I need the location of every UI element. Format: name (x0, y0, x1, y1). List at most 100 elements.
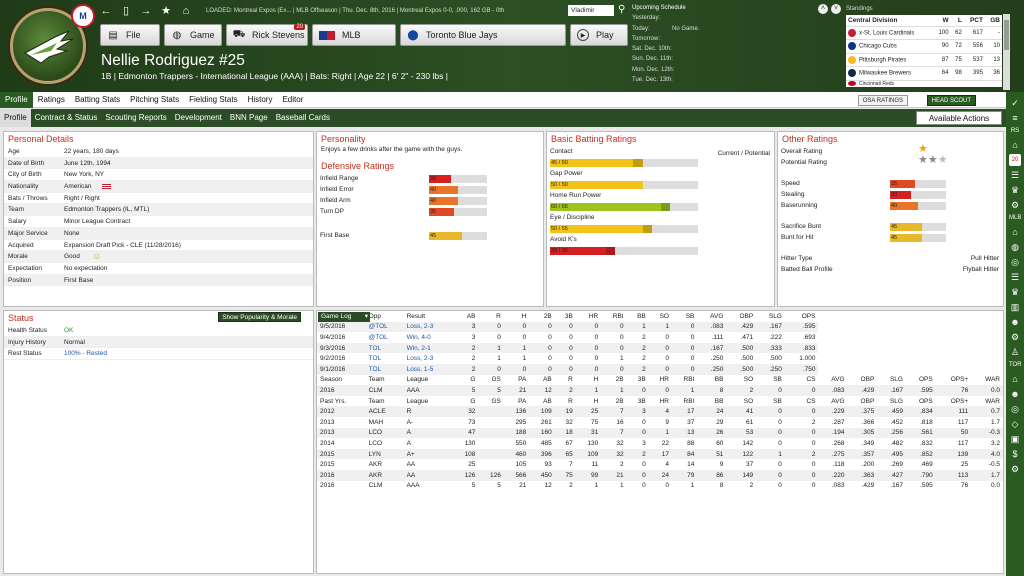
home-icon[interactable]: ⌂ (1012, 226, 1018, 237)
column-header[interactable]: 3B (637, 397, 646, 405)
target-icon[interactable]: ◎ (1011, 403, 1019, 414)
column-header[interactable]: GS (491, 397, 501, 405)
column-header[interactable]: SO (743, 397, 754, 405)
column-header[interactable]: AB (466, 312, 476, 320)
detail-value[interactable]: American (64, 183, 92, 191)
people-icon[interactable]: ☻ (1010, 316, 1020, 327)
bag-icon[interactable]: ▣ (1010, 433, 1020, 444)
list-icon[interactable]: ☰ (1010, 169, 1020, 180)
subtab-baseball-cards[interactable]: Baseball Cards (275, 113, 330, 122)
home-icon[interactable]: ⌂ (182, 5, 190, 17)
column-header[interactable]: R (496, 312, 501, 320)
table-cell[interactable]: TOL (365, 342, 404, 354)
file-button[interactable]: ▤ File (100, 24, 160, 46)
column-header[interactable]: SO (659, 312, 669, 320)
play-button[interactable]: ▶ Play (570, 24, 628, 46)
column-header[interactable]: SB (773, 397, 782, 405)
column-header[interactable]: League (406, 397, 429, 405)
column-header[interactable]: G (470, 376, 476, 384)
standings-row[interactable]: x-St. Louis Cardinals 100 62 617- (846, 25, 1002, 40)
subtab-scouting-reports[interactable]: Scouting Reports (105, 113, 167, 122)
column-header[interactable]: SLG (768, 312, 782, 320)
chart-icon[interactable]: ▥ (1010, 301, 1020, 312)
standings-row[interactable]: Chicago Cubs 90 72 556 10 (846, 39, 1002, 53)
home-icon[interactable]: ⌂ (1012, 373, 1018, 384)
column-header[interactable]: RBI (683, 376, 695, 384)
table-row[interactable]: 9/3/2016 TOL Win, 2-1 2 1 1 0 0 0 0 2 0 0.167.500.33… (317, 342, 1003, 354)
lines-icon[interactable]: ≡ (1012, 112, 1018, 123)
column-header[interactable]: OBP (739, 312, 754, 320)
expos-badge-icon[interactable]: M (71, 4, 95, 28)
table-row[interactable]: 2016 CLM AAA 5 5 21 12 2 1 1 0 0 1 8 2 0 0.083.429.167.5… (317, 481, 1003, 492)
column-header[interactable]: AVG (831, 397, 845, 405)
table-row[interactable]: 9/4/2016 @TOL Win, 4-0 3 0 0 0 0 0 0 2 0 0 .111 .471 .2… (317, 332, 1003, 343)
column-header[interactable]: R (568, 376, 573, 384)
back-arrow-icon[interactable]: ← (100, 5, 112, 17)
column-header[interactable]: H (593, 397, 599, 405)
available-actions-button[interactable]: Available Actions (916, 111, 1002, 125)
column-header[interactable]: Season (320, 376, 343, 384)
forward-arrow-icon[interactable]: → (140, 5, 152, 17)
table-cell[interactable]: Win, 4-0 (406, 333, 431, 341)
column-header[interactable]: OPS (919, 397, 933, 405)
game-log-dropdown[interactable]: Game Log ▾ (318, 312, 370, 322)
column-header[interactable]: H (521, 312, 527, 320)
column-header[interactable]: AVG (710, 312, 724, 320)
tab-editor[interactable]: Editor (282, 94, 304, 104)
subtab-contract-status[interactable]: Contract & Status (34, 113, 98, 122)
column-header[interactable]: AB (543, 397, 552, 405)
tab-pitching-stats[interactable]: Pitching Stats (130, 94, 180, 104)
table-row[interactable]: 2016 AKR AA 126 126 566 450 75 99 21 0 24 79 86 149 0 0.… (317, 469, 1003, 481)
search-input[interactable] (568, 5, 614, 16)
column-header[interactable]: 3B (564, 312, 573, 320)
people-icon[interactable]: ☻ (1010, 388, 1020, 399)
column-header[interactable]: SLG (889, 376, 903, 384)
column-header[interactable]: G (470, 397, 476, 405)
table-cell[interactable]: TOL (368, 355, 382, 363)
subtab-bnn-page[interactable]: BNN Page (229, 113, 268, 122)
standings-scrollbar[interactable] (1003, 14, 1010, 90)
chevron-down-icon[interactable]: ˅ (831, 4, 841, 14)
column-header[interactable]: OPS+ (950, 397, 969, 405)
column-header[interactable]: SB (685, 312, 695, 320)
column-header[interactable]: Team (368, 397, 385, 405)
table-cell[interactable]: @TOL (365, 321, 404, 333)
table-row[interactable]: 9/5/2016 @TOL Loss, 2-3 3 0 0 0 0 0 0 1 1 0.083.429.… (317, 321, 1003, 333)
table-row[interactable]: 9/2/2016 TOL Loss, 2-3 2 1 1 0 0 0 1 2 0 0 .250 .500 .5… (317, 353, 1003, 364)
column-header[interactable]: SB (773, 376, 782, 384)
dollar-icon[interactable]: $ (1012, 448, 1018, 459)
standings-row[interactable]: Milwaukee Brewers 64 98 395 36 (846, 66, 1002, 80)
table-row[interactable]: 2016 CLM AAA 5 5 21 12 2 1 1 0 0 1 8 2 0 0.083.429.167.5… (317, 385, 1003, 396)
gear-icon[interactable]: ⚙ (1010, 199, 1020, 210)
tab-fielding-stats[interactable]: Fielding Stats (189, 94, 238, 104)
table-row[interactable]: 2014 LCO A 130 550 485 67 130 32 3 22 88 60 142 0 0 .268… (317, 438, 1003, 449)
column-header[interactable]: Team (368, 376, 385, 384)
column-header[interactable]: 2B (615, 397, 624, 405)
target-icon[interactable]: ◎ (1011, 256, 1019, 267)
subtab-development[interactable]: Development (174, 113, 222, 122)
subtab-profile[interactable]: Profile (0, 109, 31, 127)
column-header[interactable]: BB (637, 312, 646, 320)
column-header[interactable]: R (568, 397, 573, 405)
column-header[interactable]: 3B (637, 376, 646, 384)
league-button[interactable]: MLB (312, 24, 396, 46)
chevron-up-icon[interactable]: ˄ (818, 4, 828, 14)
table-row[interactable]: 2015 LYN A+ 108 460 396 65 109 32 2 17 84 51 122 1 2.27… (317, 448, 1003, 460)
tab-batting-stats[interactable]: Batting Stats (74, 94, 121, 104)
show-popularity-button[interactable]: Show Popularity & Morale (218, 312, 301, 322)
detail-value[interactable]: Edmonton Trappers (IL, MTL) (64, 206, 150, 214)
table-cell[interactable]: TOL (365, 363, 404, 375)
column-header[interactable]: GS (491, 376, 501, 384)
globe-icon[interactable]: ◍ (1011, 241, 1019, 252)
column-header[interactable]: PA (518, 376, 527, 384)
column-header[interactable]: CS (806, 397, 816, 405)
gear-icon[interactable]: ⚙ (1010, 331, 1020, 342)
column-header[interactable]: OPS (801, 312, 816, 320)
column-header[interactable]: SLG (889, 397, 903, 405)
osa-ratings-button[interactable]: OSA RATINGS (857, 95, 908, 106)
column-header[interactable]: OBP (860, 397, 875, 405)
table-row[interactable]: 2013 LCO A 47 188 160 18 31 7 0 1 13 26 53 0 0.194.305.… (317, 427, 1003, 439)
game-button[interactable]: ◍ Game (164, 24, 222, 46)
column-header[interactable]: BB (714, 397, 724, 405)
column-header[interactable]: Opp (368, 312, 381, 320)
